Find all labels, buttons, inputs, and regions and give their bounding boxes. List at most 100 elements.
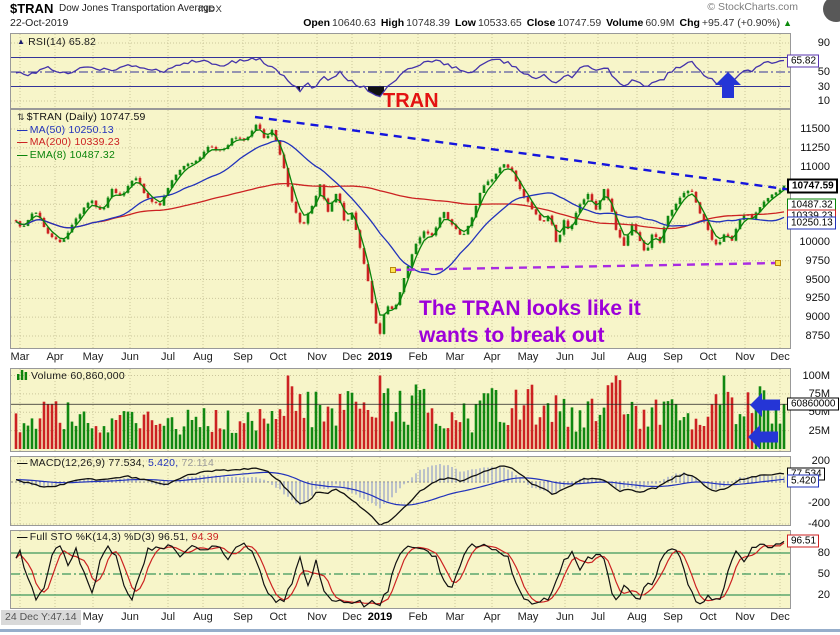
axis-tick-label: -400 [807,518,830,530]
exchange: INDX [198,3,223,15]
area-icon: ▲ [17,37,26,46]
month-label: Aug [193,351,213,363]
volume-bars-icon [17,370,28,380]
sto-label: Full STO %K(14,3) %D(3) [29,531,155,543]
month-label: Dec [770,611,790,623]
month-label: Oct [699,611,717,623]
volume-legend: Volume 60,860,000 [17,369,125,382]
copyright: © StockCharts.com [707,1,798,13]
axis-tick-label: 11000 [800,160,830,173]
month-label: Sep [663,611,683,623]
axis-tick-label: 10 [817,95,830,107]
sto-d-value: 94.39 [191,531,219,543]
bottom-edge-bar [0,629,840,632]
symbol-name: Dow Jones Transportation Average [59,3,215,14]
month-label: Dec [342,611,362,623]
volume-bars [11,375,790,449]
month-label: Sep [233,351,253,363]
month-label: Apr [46,351,64,363]
ma50-line-icon: — [17,123,28,136]
axis-tick-label: 20 [817,589,830,601]
month-label: Feb [408,611,428,623]
macd-signal-value: 5.420, [147,457,179,469]
macd-label: MACD(12,26,9) [29,457,106,469]
up-arrow-icon[interactable] [715,72,741,98]
axis-value-box: 96.51 [787,534,820,548]
month-label: Jul [160,611,176,623]
month-label: May [517,351,539,363]
resistance-trendline[interactable] [254,115,801,193]
ohlc-quote-line: Open 10640.63 High 10748.39 Low 10533.65 Close… [298,17,792,29]
month-label: Feb [408,351,428,363]
chart-header: $TRAN Dow Jones Transportation Average I… [0,0,840,33]
macd-hist-value: 72.114 [181,457,215,469]
ma200-line-icon: — [17,136,28,149]
axis-tick-label: 200 [811,455,830,467]
close-label: Close [526,17,556,29]
ma200-label: MA(200) 10339.23 [29,136,120,149]
axis-tick-label: 90 [817,37,830,49]
trendline-handle[interactable] [390,267,396,273]
volume-label: Volume [606,17,644,29]
quote-date: 22-Oct-2019 [10,17,69,29]
month-label: Oct [699,351,717,363]
axis-value-box: 65.82 [787,54,820,67]
sto-legend: — Full STO %K(14,3) %D(3) 96.51, 94.39 [17,531,219,543]
month-label: 2019 [367,611,393,623]
left-arrow-icon[interactable] [750,393,780,417]
axis-tick-label: 9750 [805,254,830,267]
symbol: $TRAN [10,1,54,16]
month-label: Oct [269,611,287,623]
macd-line-icon: — [17,457,28,469]
month-label: May [82,351,104,363]
ma50-label: MA(50) 10250.13 [29,123,114,136]
annotation-text: wants to break out [419,324,605,347]
axis-value-box: 5.420 [787,474,820,488]
month-label: Mar [10,351,30,363]
month-label: 2019 [367,351,393,363]
axis-tick-label: 50 [817,568,830,580]
panel-macd [10,456,791,526]
month-label: Jun [121,611,139,623]
month-label: Nov [735,611,755,623]
trendline-handle[interactable] [775,260,781,266]
rsi-legend: ▲ RSI(14) 65.82 [17,36,96,48]
axis-tick-label: -200 [807,497,830,509]
month-label: Jun [121,351,139,363]
axis-tick-label: 11250 [800,141,830,154]
high-value: 10748.39 [406,17,450,29]
axis-tick-label: 9250 [805,292,830,305]
annotation-text: TRAN [383,90,439,112]
volume-legend-text: Volume 60,860,000 [31,370,125,382]
axis-tick-label: 11500 [800,123,830,135]
close-value: 10747.59 [557,17,602,29]
ema8-label: EMA(8) 10487.32 [29,148,116,161]
month-label: Jul [160,351,176,363]
axis-tick-label: 80 [817,547,830,559]
low-label: Low [454,17,476,29]
panel-rsi [10,33,791,109]
axis-tick-label: 8750 [805,330,830,342]
axis-tick-label: 9000 [805,311,830,324]
price-legend: ⇅ $TRAN (Daily) 10747.59 — MA(50) 10250.13… [17,111,146,161]
month-label: Mar [445,611,465,623]
month-label: Nov [307,351,327,363]
ema8-row: — EMA(8) 10487.32 [17,149,146,162]
axis-tick-label: 10000 [799,235,830,248]
month-label: Aug [627,351,647,363]
month-label: Jun [556,611,574,623]
month-label: Nov [307,611,327,623]
macd-series [15,464,785,525]
change-label: Chg [679,17,700,29]
change-value: +95.47 (+0.90%) [701,17,781,29]
axis-tick-label: 50 [817,66,830,78]
month-label: May [82,611,104,623]
month-label: Sep [233,611,253,623]
month-label: Apr [483,611,501,623]
axis-tick-label: 30 [817,80,830,93]
month-label: Nov [735,351,755,363]
open-label: Open [303,17,331,29]
sto-line-icon: — [17,531,28,543]
left-arrow-icon[interactable] [748,425,778,449]
